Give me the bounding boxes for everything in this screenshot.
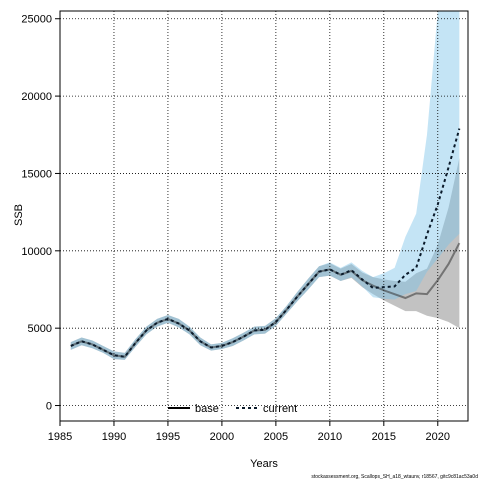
y-tick-label: 25000 <box>21 14 52 26</box>
confidence-bands <box>70 11 460 360</box>
band-current <box>70 11 460 360</box>
x-tick-label: 1985 <box>48 431 72 443</box>
series-line-current <box>70 128 461 358</box>
x-tick-label: 2005 <box>264 431 288 443</box>
y-axis-ticks: 0 5000 10000 15000 20000 25000 <box>21 14 60 413</box>
x-tick-label: 1995 <box>156 431 180 443</box>
y-tick-label: 5000 <box>28 323 52 335</box>
x-tick-label: 1990 <box>102 431 126 443</box>
x-tick-label: 2010 <box>318 431 342 443</box>
series-lines <box>70 128 461 358</box>
plot-frame <box>59 10 469 422</box>
legend-label-base: base <box>195 403 219 415</box>
x-tick-label: 2020 <box>426 431 450 443</box>
series-line-base <box>70 242 461 358</box>
y-axis-title: SSB <box>13 204 25 226</box>
x-axis-title: Years <box>250 458 278 470</box>
y-tick-label: 15000 <box>21 168 52 180</box>
x-tick-label: 2015 <box>372 431 396 443</box>
legend-label-current: current <box>263 403 297 415</box>
y-tick-label: 20000 <box>21 91 52 103</box>
y-tick-label: 0 <box>46 401 52 413</box>
gridlines <box>59 11 468 421</box>
legend: base current <box>168 403 297 415</box>
x-tick-label: 2000 <box>210 431 234 443</box>
footnote: stockassessment.org, Scallops_SH_a18_wta… <box>311 474 478 480</box>
y-tick-label: 10000 <box>21 246 52 258</box>
x-axis-ticks: 1985 1990 1995 2000 2005 2010 2015 2020 <box>48 421 450 443</box>
